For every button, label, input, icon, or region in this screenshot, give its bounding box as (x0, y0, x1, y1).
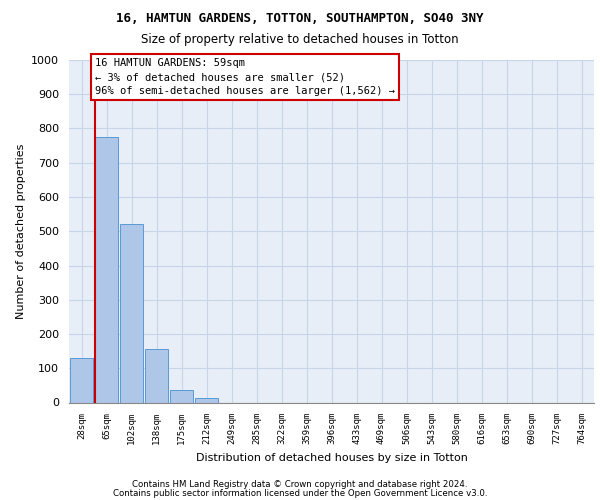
Text: Size of property relative to detached houses in Totton: Size of property relative to detached ho… (141, 32, 459, 46)
Bar (119, 224, 143, 402)
Bar (95, 137, 118, 402)
Bar (170, 390, 193, 402)
Y-axis label: Number of detached properties: Number of detached properties (16, 144, 26, 319)
Bar (70, 358, 94, 403)
Bar (145, 350, 169, 403)
Text: 16 HAMTUN GARDENS: 59sqm
← 3% of detached houses are smaller (52)
96% of semi-de: 16 HAMTUN GARDENS: 59sqm ← 3% of detache… (95, 58, 395, 96)
Text: Contains HM Land Registry data © Crown copyright and database right 2024.: Contains HM Land Registry data © Crown c… (132, 480, 468, 489)
Bar (194, 398, 218, 402)
Text: Contains public sector information licensed under the Open Government Licence v3: Contains public sector information licen… (113, 488, 487, 498)
Text: 16, HAMTUN GARDENS, TOTTON, SOUTHAMPTON, SO40 3NY: 16, HAMTUN GARDENS, TOTTON, SOUTHAMPTON,… (116, 12, 484, 26)
X-axis label: Distribution of detached houses by size in Totton: Distribution of detached houses by size … (196, 453, 467, 463)
